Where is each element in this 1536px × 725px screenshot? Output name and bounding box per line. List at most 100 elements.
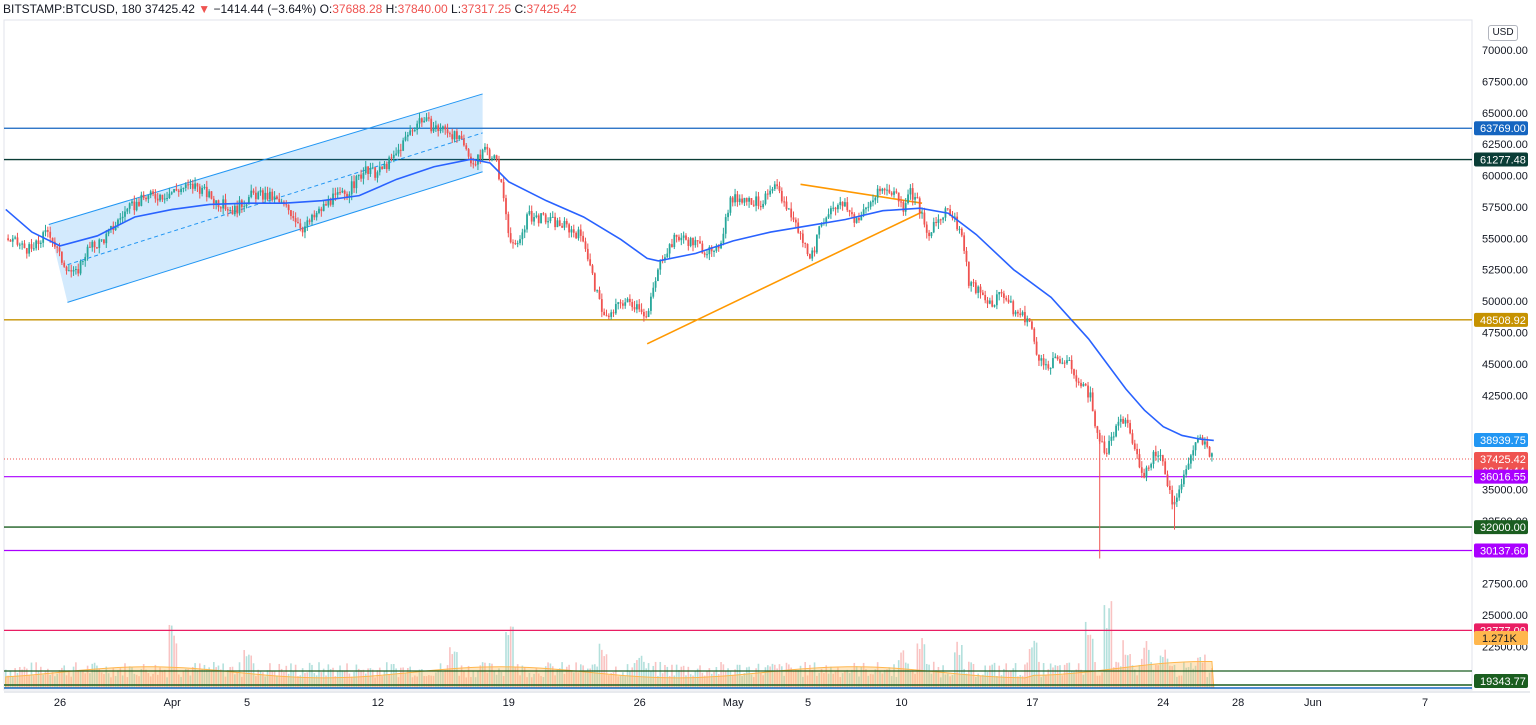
- candle-body: [51, 237, 54, 242]
- volume-bar: [1115, 661, 1117, 688]
- volume-bar: [201, 669, 203, 688]
- close-label: C:: [514, 2, 527, 16]
- volume-bar: [308, 662, 311, 688]
- candle-body: [103, 239, 105, 244]
- volume-bar: [956, 641, 958, 688]
- volume-bar: [696, 668, 699, 688]
- volume-bar: [643, 661, 645, 688]
- volume-bar: [1063, 664, 1066, 688]
- volume-bar: [128, 666, 131, 688]
- volume-bar: [610, 673, 612, 688]
- candle-body: [1000, 291, 1003, 294]
- candle-body: [1182, 474, 1185, 485]
- candle-body: [832, 207, 835, 209]
- volume-bar: [1164, 649, 1166, 688]
- candle-body: [420, 118, 423, 123]
- volume-bar: [257, 669, 260, 688]
- candle-body: [1161, 455, 1164, 462]
- volume-bar: [21, 669, 23, 688]
- volume-bar: [28, 674, 30, 688]
- volume-bar: [645, 668, 648, 688]
- volume-bar: [734, 669, 736, 688]
- candle-body: [271, 191, 274, 200]
- candle-body: [9, 240, 12, 242]
- candle-body: [252, 190, 255, 193]
- volume-bar: [58, 669, 61, 688]
- candle-body: [1087, 385, 1089, 398]
- volume-bar: [163, 669, 166, 688]
- time-axis[interactable]: 26 Apr 5 12 19 26 May 5 10 17 24 28 Jun 7: [54, 697, 1428, 709]
- candle-body: [1136, 448, 1139, 455]
- volume-bar: [68, 670, 70, 688]
- price-axis[interactable]: 22500.0025000.0027500.0032500.0035000.00…: [1482, 45, 1528, 653]
- volume-bar: [675, 664, 678, 688]
- volume-bar: [832, 673, 835, 688]
- volume-bar: [245, 656, 248, 688]
- candle-body: [98, 239, 101, 249]
- candle-body: [1166, 474, 1169, 486]
- volume-bar: [82, 670, 84, 688]
- candle-body: [1056, 356, 1059, 360]
- candle-body: [189, 183, 192, 185]
- candle-body: [89, 246, 91, 248]
- candle-body: [456, 131, 458, 140]
- volume-bar: [1096, 675, 1099, 688]
- volume-bar: [701, 672, 704, 688]
- candle-body: [738, 198, 741, 203]
- volume-bar: [1026, 662, 1029, 688]
- candle-body: [1077, 381, 1080, 383]
- volume-bar: [979, 675, 982, 688]
- candle-body: [416, 123, 419, 130]
- candle-body: [362, 173, 365, 179]
- candle-body: [652, 287, 655, 297]
- candle-body: [970, 282, 973, 286]
- symbol-interval[interactable]: BITSTAMP:BTCUSD, 180: [3, 2, 142, 16]
- volume-bar: [883, 669, 886, 688]
- candle-body: [191, 183, 194, 189]
- volume-bar: [706, 671, 708, 688]
- candle-body: [226, 209, 229, 211]
- volume-bar: [1192, 668, 1195, 688]
- volume-bar: [418, 669, 421, 688]
- candle-body: [149, 191, 152, 196]
- candle-body: [556, 220, 559, 228]
- y-tick-label: 52500.00: [1482, 265, 1528, 277]
- volume-bar: [830, 666, 832, 688]
- currency-badge[interactable]: USD: [1488, 25, 1518, 41]
- volume-bar: [294, 664, 297, 688]
- candle-body: [315, 213, 318, 218]
- volume-bar: [159, 667, 161, 688]
- candle-body: [219, 207, 222, 209]
- volume-bar: [900, 652, 902, 688]
- volume-bar: [467, 665, 470, 688]
- volume-bar: [1035, 642, 1038, 688]
- volume-bar: [334, 676, 337, 688]
- candle-body: [212, 198, 215, 204]
- volume-bar: [544, 666, 547, 688]
- volume-bar: [1012, 668, 1015, 688]
- candle-body: [888, 189, 891, 193]
- candle-body: [278, 198, 281, 203]
- volume-bar: [505, 632, 507, 688]
- candle-body: [914, 197, 916, 200]
- candle-body: [942, 217, 945, 220]
- candle-body: [734, 194, 736, 203]
- candle-body: [717, 246, 720, 249]
- candle-body: [128, 203, 131, 209]
- candle-body: [766, 193, 769, 195]
- volume-bar: [341, 670, 344, 688]
- candle-body: [736, 194, 739, 203]
- volume-bar: [498, 668, 500, 688]
- candle-body: [297, 222, 299, 224]
- volume-bar: [795, 669, 797, 688]
- volume-bar: [470, 676, 472, 688]
- candle-body: [311, 214, 313, 222]
- candle-body: [7, 238, 10, 241]
- volume-bar: [449, 647, 451, 688]
- candle-body: [196, 183, 199, 187]
- candle-body: [949, 209, 952, 216]
- volume-bar: [549, 663, 552, 688]
- volume-bar: [790, 667, 792, 688]
- y-tick-label: 65000.00: [1482, 108, 1528, 120]
